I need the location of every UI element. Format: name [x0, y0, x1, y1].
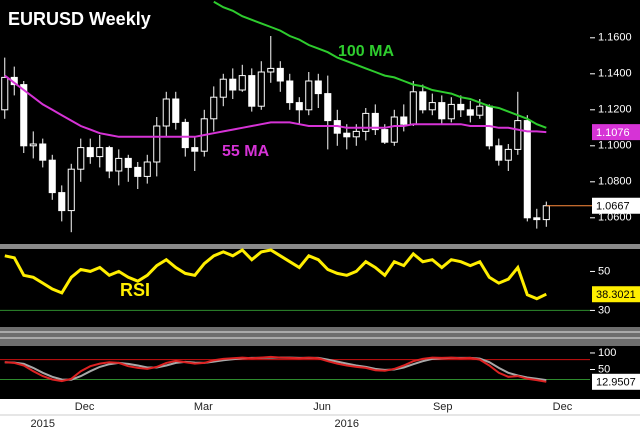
y-tick-label: 1.0800	[598, 176, 632, 188]
candle-body	[77, 147, 85, 170]
candle-body	[466, 109, 474, 116]
candle-body	[305, 80, 313, 111]
candle-body	[58, 192, 66, 212]
candle-body	[400, 116, 408, 125]
y-tick-label: 1.1600	[598, 32, 632, 44]
candle-body	[1, 76, 9, 111]
candle-body	[124, 157, 132, 168]
candle-body	[210, 96, 218, 120]
candle-body	[219, 78, 227, 98]
candle-body	[191, 147, 199, 152]
candle-body	[523, 120, 531, 219]
indicator-line	[213, 0, 547, 129]
candle-body	[352, 130, 360, 138]
last-value-box	[592, 124, 640, 141]
x-tick-label: Mar	[194, 401, 213, 413]
y-tick-label: 1.0600	[598, 212, 632, 224]
x-tick-label: Jun	[313, 401, 331, 413]
candle-body	[286, 80, 294, 104]
candle-body	[162, 98, 170, 127]
x-tick-label: Dec	[75, 401, 95, 413]
candle-body	[67, 168, 75, 212]
last-value-box	[592, 286, 640, 303]
year-label: 2016	[335, 418, 359, 430]
candle-body	[362, 112, 370, 132]
candle-body	[495, 145, 503, 161]
candle-body	[276, 67, 284, 82]
ma-label: 100 MA	[338, 43, 394, 60]
candle-body	[134, 166, 142, 177]
candle-body	[238, 75, 246, 91]
candle-body	[419, 91, 427, 111]
year-label: 2015	[31, 418, 55, 430]
y-tick-label: 50	[598, 363, 610, 375]
candle-body	[533, 217, 541, 221]
candle-body	[181, 121, 189, 149]
candle-body	[447, 103, 455, 120]
candle-body	[476, 105, 484, 116]
indicator-line	[4, 248, 547, 301]
candle-body	[248, 75, 256, 107]
candle-body	[371, 112, 379, 131]
candle-body	[96, 147, 104, 158]
chart-title: EURUSD Weekly	[8, 9, 151, 29]
candle-body	[381, 129, 389, 143]
rsi-label: RSI	[120, 280, 150, 300]
y-tick-label: 100	[598, 347, 616, 359]
y-tick-label: 1.1000	[598, 140, 632, 152]
candle-body	[257, 71, 265, 107]
candle-body	[390, 116, 398, 143]
candle-body	[438, 102, 446, 120]
last-value-label: 38.3021	[596, 289, 636, 301]
candle-body	[295, 102, 303, 111]
candle-body	[409, 91, 417, 125]
y-tick-label: 1.1400	[598, 68, 632, 80]
last-value-box	[592, 197, 640, 214]
y-tick-label: 1.1200	[598, 104, 632, 116]
candle-body	[115, 157, 123, 172]
candle-body	[229, 78, 237, 91]
candle-body	[514, 120, 522, 150]
candle-body	[504, 148, 512, 161]
candle-body	[86, 147, 94, 158]
candle-body	[267, 67, 275, 73]
x-tick-label: Sep	[433, 401, 453, 413]
y-tick-label: 50	[598, 265, 610, 277]
candle-body	[153, 125, 161, 163]
candle-body	[20, 84, 28, 147]
candle-body	[29, 143, 37, 147]
candle-body	[457, 103, 465, 111]
indicator-line	[4, 355, 547, 383]
candle-body	[105, 147, 113, 172]
last-value-label: 12.9507	[596, 377, 636, 389]
last-value-label: 1.1076	[596, 127, 630, 139]
panel-separator-line	[0, 331, 640, 333]
last-value-box	[592, 373, 640, 390]
candle-body	[314, 80, 322, 95]
panel-separator-line	[0, 337, 640, 339]
last-value-label: 1.0667	[596, 201, 630, 213]
candle-body	[542, 205, 550, 221]
candle-body	[39, 143, 47, 161]
candle-body	[48, 159, 56, 194]
candle-body	[343, 132, 351, 138]
candle-body	[428, 102, 436, 111]
y-tick-label: 30	[598, 304, 610, 316]
candle-body	[172, 98, 180, 123]
panel-separator	[0, 327, 640, 346]
x-tick-label: Dec	[553, 401, 573, 413]
ma-label: 55 MA	[222, 143, 270, 160]
candle-body	[143, 161, 151, 177]
panel-separator	[0, 244, 640, 249]
candle-body	[324, 93, 332, 122]
indicator-line	[4, 74, 547, 138]
